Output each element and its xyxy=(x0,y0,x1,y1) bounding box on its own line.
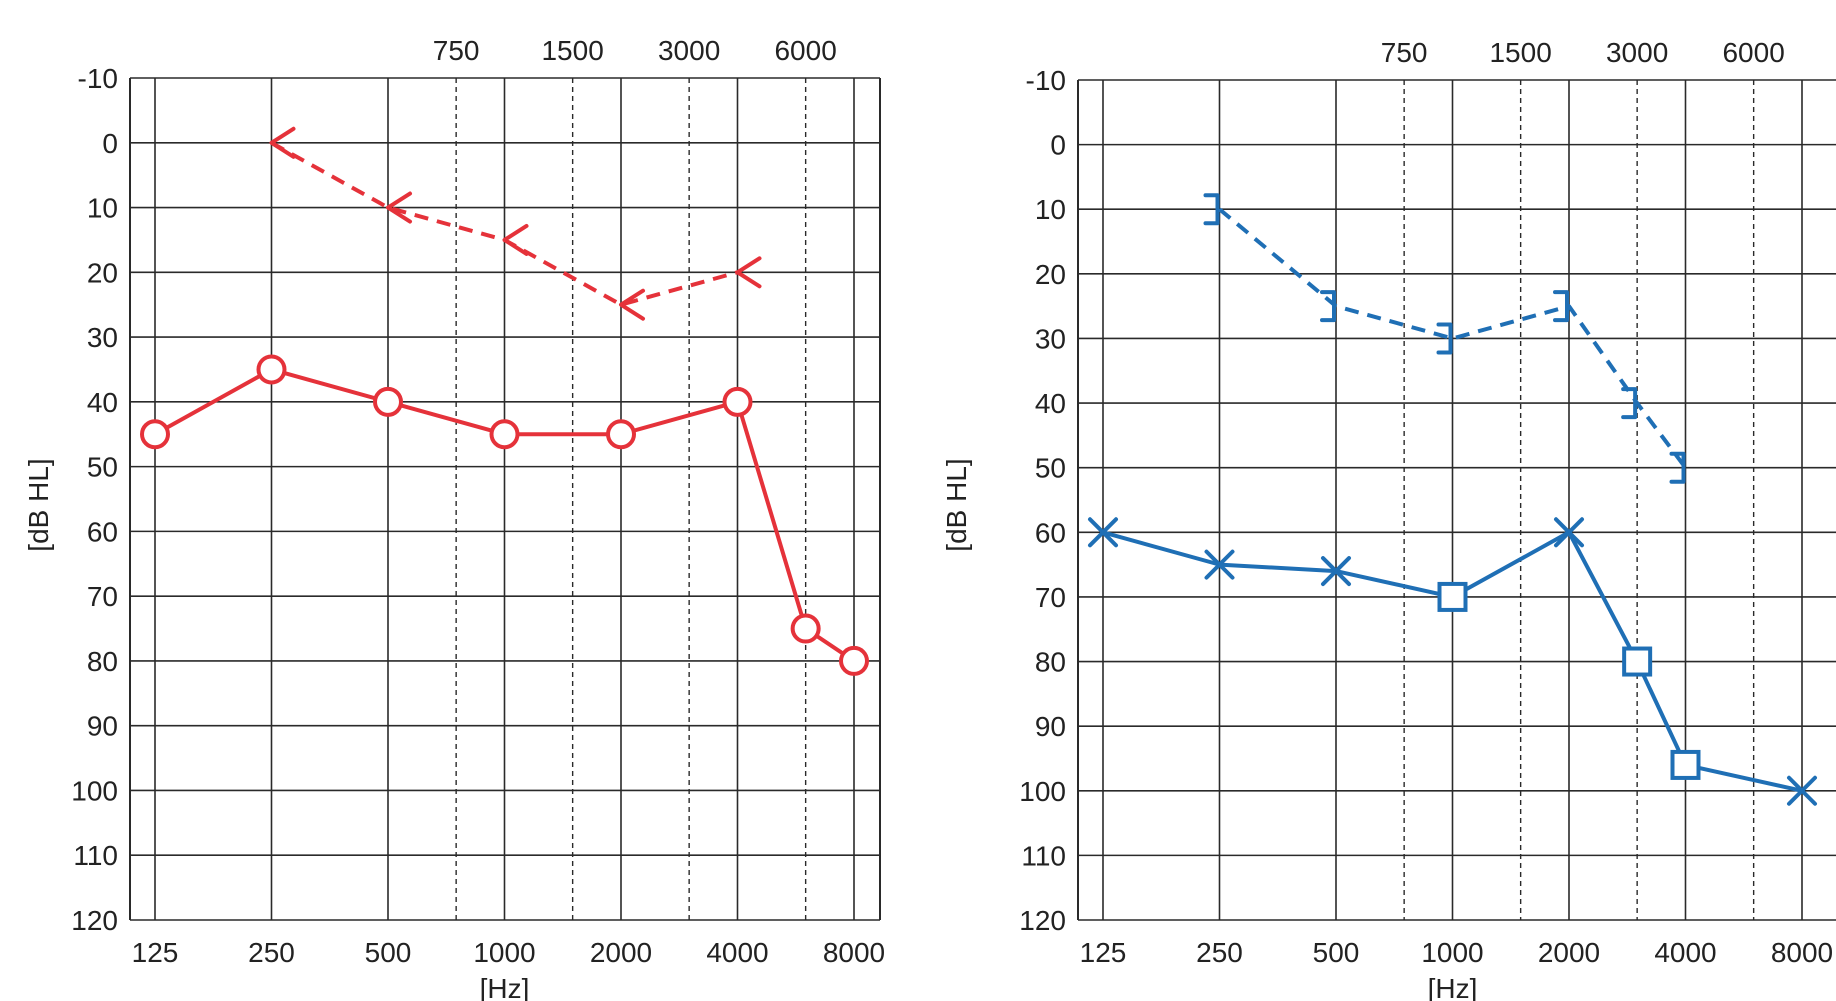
x-tick-label: 8000 xyxy=(1771,937,1833,968)
x-tick-label: 125 xyxy=(132,937,179,968)
y-tick-label: 80 xyxy=(1035,647,1066,678)
x-tick-label: 4000 xyxy=(1654,937,1716,968)
x-tick-label: 4000 xyxy=(706,937,768,968)
x-tick-label: 8000 xyxy=(823,937,885,968)
bone-conduction-marker xyxy=(735,256,762,289)
cross-marker xyxy=(1321,556,1351,587)
y-tick-label: 120 xyxy=(1019,905,1066,936)
x-top-tick-label: 6000 xyxy=(1722,37,1784,68)
series-line xyxy=(1102,530,1803,793)
y-tick-label: 40 xyxy=(87,387,118,418)
grid xyxy=(1077,79,1836,921)
y-tick-label: 20 xyxy=(1035,259,1066,290)
y-tick-label: -10 xyxy=(78,63,118,94)
y-tick-label: 60 xyxy=(1035,517,1066,548)
y-tick-label: 0 xyxy=(1050,130,1066,161)
series-line xyxy=(1218,207,1688,469)
cross-marker xyxy=(1554,517,1584,548)
y-tick-label: 120 xyxy=(71,905,118,936)
y-tick-label: 100 xyxy=(71,775,118,806)
x-top-tick-label: 1500 xyxy=(541,35,603,66)
y-tick-label: 110 xyxy=(73,840,118,871)
x-tick-label: 2000 xyxy=(590,937,652,968)
circle-marker xyxy=(839,645,869,676)
masked-bone-conduction-marker xyxy=(1203,193,1220,226)
circle-marker xyxy=(606,419,636,450)
x-tick-label: 1000 xyxy=(473,937,535,968)
y-tick-label: 50 xyxy=(87,452,118,483)
audiogram-right-ear: -10 0 10 20 30 40 50 60 70 80 90 100 110 120 125 250 500… xyxy=(23,35,885,1001)
y-tick-label: 110 xyxy=(1021,840,1066,871)
x-tick-label: 500 xyxy=(1313,937,1360,968)
series-solid xyxy=(140,354,869,676)
y-tick-label: -10 xyxy=(1026,65,1066,96)
audiogram-left-ear: -10 0 10 20 30 40 50 60 70 80 90 100 110 120 125 250 500… xyxy=(941,37,1836,1001)
x-top-tick-label: 3000 xyxy=(658,35,720,66)
y-tick-label: 90 xyxy=(1035,711,1066,742)
y-tick-label: 30 xyxy=(1035,323,1066,354)
y-tick-label: 10 xyxy=(87,193,118,224)
masked-bone-conduction-marker xyxy=(1669,451,1686,484)
y-tick-label: 70 xyxy=(1035,582,1066,613)
masked-bone-conduction-marker xyxy=(1621,387,1638,420)
series-dashed xyxy=(1203,193,1688,484)
y-tick-label: 80 xyxy=(87,646,118,677)
cross-marker xyxy=(1787,775,1817,806)
x-top-tick-label: 6000 xyxy=(774,35,836,66)
y-tick-label: 100 xyxy=(1019,776,1066,807)
x-tick-label: 125 xyxy=(1080,937,1127,968)
series-dashed xyxy=(269,126,762,321)
x-top-tick-label: 750 xyxy=(1381,37,1428,68)
masked-bone-conduction-marker xyxy=(1553,290,1569,323)
square-marker xyxy=(1670,749,1701,780)
circle-marker xyxy=(373,386,403,417)
bone-conduction-marker xyxy=(269,126,296,159)
cross-marker xyxy=(1204,549,1235,580)
y-tick-label: 20 xyxy=(87,257,118,288)
y-tick-label: 70 xyxy=(87,581,118,612)
circle-marker xyxy=(790,613,821,644)
y-tick-label: 10 xyxy=(1035,194,1066,225)
bone-conduction-marker xyxy=(386,191,412,224)
circle-marker xyxy=(140,419,170,450)
series-line xyxy=(154,367,856,663)
x-axis-label: [Hz] xyxy=(1428,973,1478,1001)
x-tick-label: 500 xyxy=(365,937,412,968)
y-axis-label: [dB HL] xyxy=(941,458,972,551)
y-tick-label: 30 xyxy=(87,322,118,353)
circle-marker xyxy=(489,419,520,450)
x-tick-label: 2000 xyxy=(1538,937,1600,968)
grid xyxy=(129,77,881,921)
x-top-tick-label: 1500 xyxy=(1489,37,1551,68)
cross-marker xyxy=(1088,517,1118,548)
circle-marker xyxy=(722,386,753,417)
y-axis-label: [dB HL] xyxy=(23,458,54,551)
x-tick-label: 250 xyxy=(1196,937,1243,968)
y-tick-label: 50 xyxy=(1035,453,1066,484)
series-solid xyxy=(1088,517,1817,806)
x-axis-label: [Hz] xyxy=(480,973,530,1001)
square-marker xyxy=(1437,581,1468,612)
square-marker xyxy=(1622,646,1653,677)
bone-conduction-marker xyxy=(502,223,529,256)
circle-marker xyxy=(256,354,287,385)
masked-bone-conduction-marker xyxy=(1320,290,1336,323)
x-tick-label: 250 xyxy=(248,937,295,968)
x-top-tick-label: 3000 xyxy=(1606,37,1668,68)
y-tick-label: 60 xyxy=(87,516,118,547)
y-tick-label: 0 xyxy=(102,128,118,159)
bone-conduction-marker xyxy=(619,288,645,321)
masked-bone-conduction-marker xyxy=(1436,322,1453,355)
x-top-tick-label: 750 xyxy=(433,35,480,66)
y-tick-label: 40 xyxy=(1035,388,1066,419)
x-tick-label: 1000 xyxy=(1421,937,1483,968)
y-tick-label: 90 xyxy=(87,711,118,742)
